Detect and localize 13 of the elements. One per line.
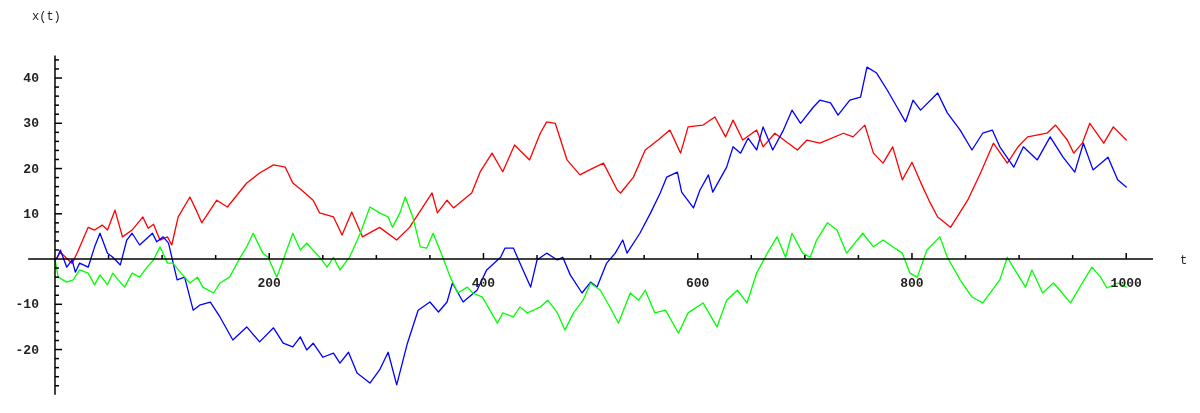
- y-tick-label: 30: [23, 116, 40, 132]
- line-series: [54, 116, 1127, 265]
- x-axis-title: t: [1180, 254, 1188, 269]
- y-tick-label: -10: [15, 297, 40, 313]
- x-tick-label: 1000: [1110, 276, 1143, 292]
- y-tick-label: 20: [23, 161, 40, 177]
- x-tick-label: 800: [900, 276, 924, 292]
- y-tick-label: 10: [23, 206, 40, 222]
- y-axis-title: x(t): [32, 10, 61, 24]
- x-tick-label: 600: [686, 276, 710, 292]
- x-tick-label: 200: [257, 276, 282, 292]
- y-tick-label: -20: [15, 342, 40, 358]
- y-tick-label: 40: [23, 71, 40, 87]
